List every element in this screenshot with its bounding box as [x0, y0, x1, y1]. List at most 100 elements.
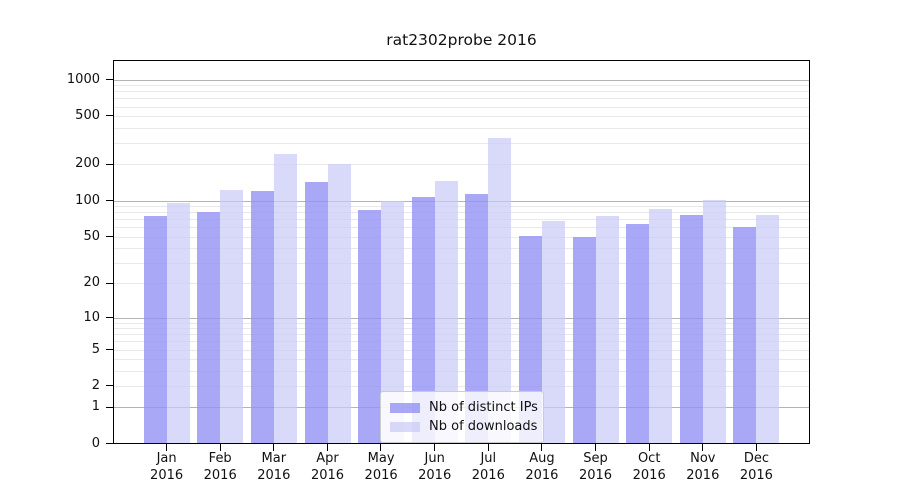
- y-tick-mark: [106, 385, 113, 387]
- bar-distinct-ips: [250, 191, 274, 444]
- x-tick-mark: [165, 444, 167, 451]
- y-tick-mark: [106, 282, 113, 284]
- y-tick-mark: [106, 235, 113, 237]
- bar-downloads: [756, 214, 780, 444]
- bar-distinct-ips: [304, 182, 328, 444]
- minor-gridline: [113, 219, 810, 221]
- bar-downloads: [220, 190, 244, 444]
- minor-gridline: [113, 386, 810, 388]
- legend-item-distinct-ips: Nb of distinct IPs: [390, 398, 538, 417]
- bar-distinct-ips: [411, 196, 435, 444]
- y-tick-mark: [106, 348, 113, 350]
- x-tick-mark: [219, 444, 221, 451]
- minor-gridline: [113, 262, 810, 264]
- y-tick-mark: [106, 78, 113, 80]
- minor-gridline: [113, 143, 810, 144]
- bar-downloads: [595, 216, 619, 444]
- bar-downloads: [488, 138, 512, 444]
- x-tick-mark: [648, 444, 650, 451]
- minor-gridline: [113, 236, 810, 238]
- plot-area: [113, 60, 810, 444]
- x-tick-mark: [380, 444, 382, 451]
- y-tick-label: 500: [75, 108, 100, 124]
- bar-downloads: [541, 220, 565, 444]
- y-tick-label: 0: [91, 436, 100, 451]
- y-tick-mark: [106, 199, 113, 201]
- y-tick-label: 1000: [66, 71, 100, 87]
- bar-distinct-ips: [679, 214, 703, 444]
- bar-downloads: [702, 200, 726, 444]
- minor-gridline: [113, 341, 810, 343]
- x-tick-mark: [702, 444, 704, 451]
- y-tick-label: 100: [75, 192, 100, 208]
- x-tick-label: Jul 2016: [471, 451, 505, 483]
- x-tick-mark: [273, 444, 275, 451]
- x-tick-mark: [755, 444, 757, 451]
- y-tick-mark: [106, 163, 113, 165]
- bar-distinct-ips: [465, 193, 489, 444]
- minor-gridline: [113, 127, 810, 129]
- legend-swatch-downloads: [390, 421, 420, 432]
- bar-downloads: [434, 181, 458, 444]
- y-tick-label: 200: [75, 156, 100, 172]
- y-tick-mark: [106, 406, 113, 408]
- minor-gridline: [113, 106, 810, 108]
- x-tick-mark: [541, 444, 543, 451]
- x-tick-label: Nov 2016: [686, 451, 720, 483]
- x-tick-label: Jan 2016: [150, 451, 184, 483]
- minor-gridline: [113, 164, 810, 166]
- legend-swatch-distinct-ips: [390, 402, 420, 413]
- minor-gridline: [113, 370, 810, 372]
- legend-item-downloads: Nb of downloads: [390, 417, 538, 436]
- bar-distinct-ips: [197, 212, 221, 444]
- x-tick-mark: [594, 444, 596, 451]
- y-tick-label: 1: [91, 399, 100, 415]
- x-tick-label: May 2016: [364, 451, 398, 483]
- legend-label-distinct-ips: Nb of distinct IPs: [429, 400, 538, 415]
- legend: Nb of distinct IPs Nb of downloads: [380, 391, 544, 443]
- x-tick-label: Sep 2016: [578, 451, 613, 483]
- bar-downloads: [273, 154, 297, 444]
- minor-gridline: [113, 334, 810, 336]
- legend-label-downloads: Nb of downloads: [429, 419, 538, 434]
- minor-gridline: [113, 248, 810, 250]
- y-tick-mark: [106, 316, 113, 318]
- minor-gridline: [113, 116, 810, 118]
- y-tick-label: 2: [91, 378, 100, 394]
- y-tick-mark: [106, 115, 113, 117]
- bar-downloads: [381, 201, 405, 444]
- minor-gridline: [113, 283, 810, 285]
- bar-distinct-ips: [626, 223, 650, 444]
- x-tick-mark: [434, 444, 435, 451]
- minor-gridline: [113, 322, 810, 324]
- minor-gridline: [113, 85, 810, 87]
- y-tick-label: 5: [91, 341, 100, 357]
- major-gridline: [113, 317, 810, 319]
- y-tick-label: 20: [83, 275, 100, 291]
- bar-distinct-ips: [733, 227, 757, 444]
- minor-gridline: [113, 212, 810, 214]
- bar-downloads: [649, 209, 673, 444]
- x-tick-label: Dec 2016: [739, 451, 773, 483]
- bar-distinct-ips: [358, 210, 382, 444]
- minor-gridline: [113, 91, 810, 93]
- major-gridline: [113, 79, 810, 81]
- x-tick-label: Jun 2016: [418, 451, 452, 483]
- chart-title: rat2302probe 2016: [386, 31, 537, 49]
- y-tick-label: 50: [83, 228, 100, 244]
- minor-gridline: [113, 328, 810, 330]
- minor-gridline: [113, 227, 810, 229]
- minor-gridline: [113, 98, 810, 100]
- x-tick-label: Mar 2016: [257, 451, 291, 483]
- x-tick-label: Feb 2016: [203, 451, 237, 483]
- x-tick-mark: [487, 444, 489, 451]
- x-tick-label: Oct 2016: [632, 451, 666, 483]
- x-tick-label: Aug 2016: [525, 451, 559, 483]
- bar-distinct-ips: [143, 216, 167, 444]
- x-tick-label: Apr 2016: [310, 451, 345, 483]
- y-tick-label: 10: [83, 309, 100, 325]
- bar-downloads: [166, 203, 190, 444]
- x-tick-mark: [326, 444, 328, 451]
- minor-gridline: [113, 359, 810, 361]
